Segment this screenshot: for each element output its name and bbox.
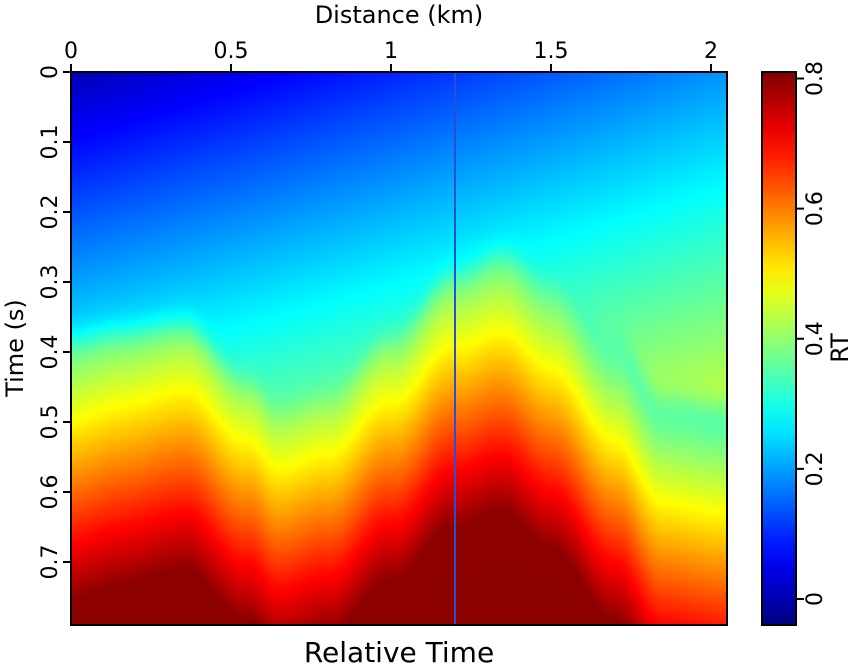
y-tick-label: 0.5 [38,405,63,440]
heatmap-image [71,72,727,625]
y-tick-label: 0.7 [38,545,63,580]
x-tick-label: 1.5 [534,39,569,64]
colorbar-tick-label: 0 [803,592,828,606]
chart-title: Relative Time [304,636,494,665]
x-tick-label: 2 [704,39,718,64]
colorbar-tick-label: 0.6 [803,191,828,226]
heatmap-raster [71,72,727,625]
x-tick-label: 0.5 [214,39,249,64]
x-axis-label: Distance (km) [315,1,484,29]
colorbar-tick-label: 0.2 [803,451,828,486]
colorbar-label: RT [826,333,852,363]
y-axis-ticks: 0 0.1 0.2 0.3 0.4 0.5 0.6 0.7 [38,65,71,580]
y-tick-label: 0.6 [38,475,63,510]
x-tick-label: 0 [64,39,78,64]
y-tick-label: 0.4 [38,335,63,370]
colorbar-ticks: 0 0.2 0.4 0.6 0.8 [796,61,828,606]
y-tick-label: 0.1 [38,125,63,160]
plot-frame [70,71,728,626]
y-axis-label: Time (s) [1,299,29,398]
colorbar-fill [762,72,796,625]
x-axis-ticks: 0 0.5 1 1.5 2 [64,39,718,72]
colorbar: 0 0.2 0.4 0.6 0.8 RT [761,61,852,626]
x-tick-label: 1 [384,39,398,64]
colorbar-tick-label: 0.8 [803,61,828,96]
colorbar-frame [761,71,797,626]
colorbar-tick-label: 0.4 [803,321,828,356]
y-tick-label: 0.3 [38,265,63,300]
y-tick-label: 0 [38,65,63,79]
y-tick-label: 0.2 [38,195,63,230]
